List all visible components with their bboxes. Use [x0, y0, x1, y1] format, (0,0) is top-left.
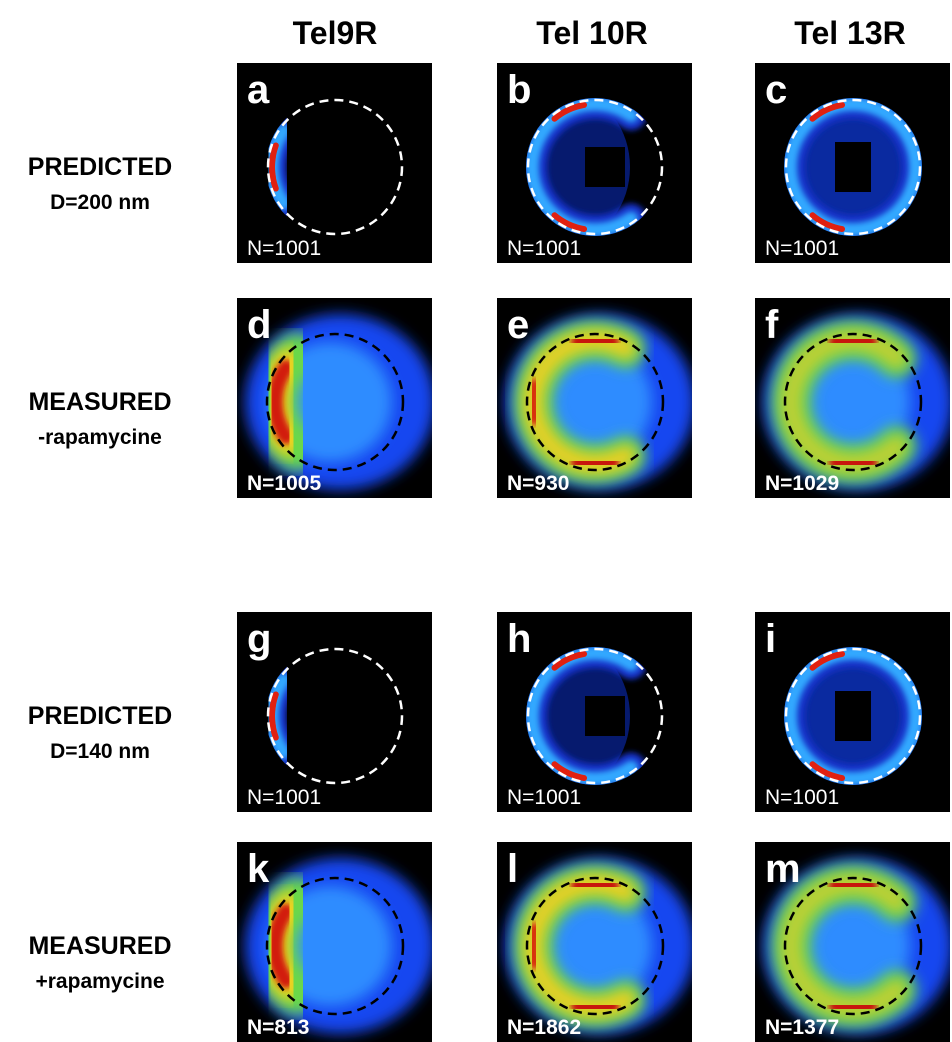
panel-letter: m: [765, 847, 801, 891]
dashed-circle: [265, 332, 405, 472]
row-sublabel: D=140 nm: [50, 740, 150, 763]
dashed-circle: [525, 876, 665, 1016]
heatmap-panel: g N=1001: [237, 612, 432, 812]
heatmap: [245, 858, 432, 1034]
dashed-circle: [783, 332, 923, 472]
panel-count: N=1001: [507, 237, 581, 260]
dashed-circle: [266, 647, 404, 785]
heatmap: [526, 98, 647, 236]
heatmap: [245, 314, 432, 490]
dashed-circle: [526, 647, 664, 785]
panel-count: N=1001: [765, 237, 839, 260]
panel-letter: a: [247, 68, 270, 112]
dashed-circle: [525, 332, 665, 472]
row-sublabel: D=200 nm: [50, 191, 150, 214]
row-sublabel: +rapamycine: [36, 970, 165, 993]
heatmap: [266, 664, 299, 768]
panel-count: N=1001: [765, 786, 839, 809]
heatmap-panel: l N=1862: [497, 842, 692, 1042]
panel-count: N=1001: [507, 786, 581, 809]
dashed-circle: [265, 876, 405, 1016]
dashed-circle: [784, 647, 922, 785]
panel-count: N=1001: [247, 786, 321, 809]
dashed-circle: [783, 876, 923, 1016]
heatmap-panel: i N=1001: [755, 612, 950, 812]
heatmap-panel: d N=1005: [237, 298, 432, 498]
panel-count: N=930: [507, 472, 569, 495]
dashed-circle: [266, 98, 404, 236]
row-label: PREDICTED: [28, 702, 172, 730]
heatmap-panel: e N=930: [497, 298, 692, 498]
heatmap: [505, 314, 692, 490]
panel-count: N=1005: [247, 472, 321, 495]
panel-count: N=1862: [507, 1016, 581, 1039]
column-header: Tel 10R: [536, 15, 647, 51]
panel-letter: f: [765, 303, 779, 347]
panel-count: N=1001: [247, 237, 321, 260]
heatmap-panel: a N=1001: [237, 63, 432, 263]
heatmap-panel: c N=1001: [755, 63, 950, 263]
dashed-circle: [784, 98, 922, 236]
column-header: Tel9R: [293, 15, 378, 51]
panel-count: N=1029: [765, 472, 839, 495]
row-label: PREDICTED: [28, 153, 172, 181]
heatmap: [505, 858, 692, 1034]
panel-letter: k: [247, 847, 270, 891]
panel-count: N=1377: [765, 1016, 839, 1039]
heatmap: [266, 115, 299, 219]
row-label: MEASURED: [28, 932, 171, 960]
heatmap: [763, 314, 950, 490]
heatmap: [784, 98, 922, 236]
panel-count: N=813: [247, 1016, 309, 1039]
heatmap-panel: b N=1001: [497, 63, 692, 263]
panel-letter: i: [765, 617, 776, 661]
heatmap: [526, 647, 647, 785]
panel-letter: l: [507, 847, 518, 891]
heatmap-panel: m N=1377: [755, 842, 950, 1042]
dashed-circle: [526, 98, 664, 236]
panel-letter: b: [507, 68, 531, 112]
heatmap-panel: h N=1001: [497, 612, 692, 812]
panel-letter: h: [507, 617, 531, 661]
panel-letter: c: [765, 68, 787, 112]
heatmap-panel: f N=1029: [755, 298, 950, 498]
heatmap-panel: k N=813: [237, 842, 432, 1042]
column-header: Tel 13R: [794, 15, 905, 51]
heatmap: [784, 647, 922, 785]
row-label: MEASURED: [28, 388, 171, 416]
panel-letter: e: [507, 303, 529, 347]
panel-letter: g: [247, 617, 271, 661]
panel-letter: d: [247, 303, 271, 347]
row-sublabel: -rapamycine: [38, 426, 162, 449]
